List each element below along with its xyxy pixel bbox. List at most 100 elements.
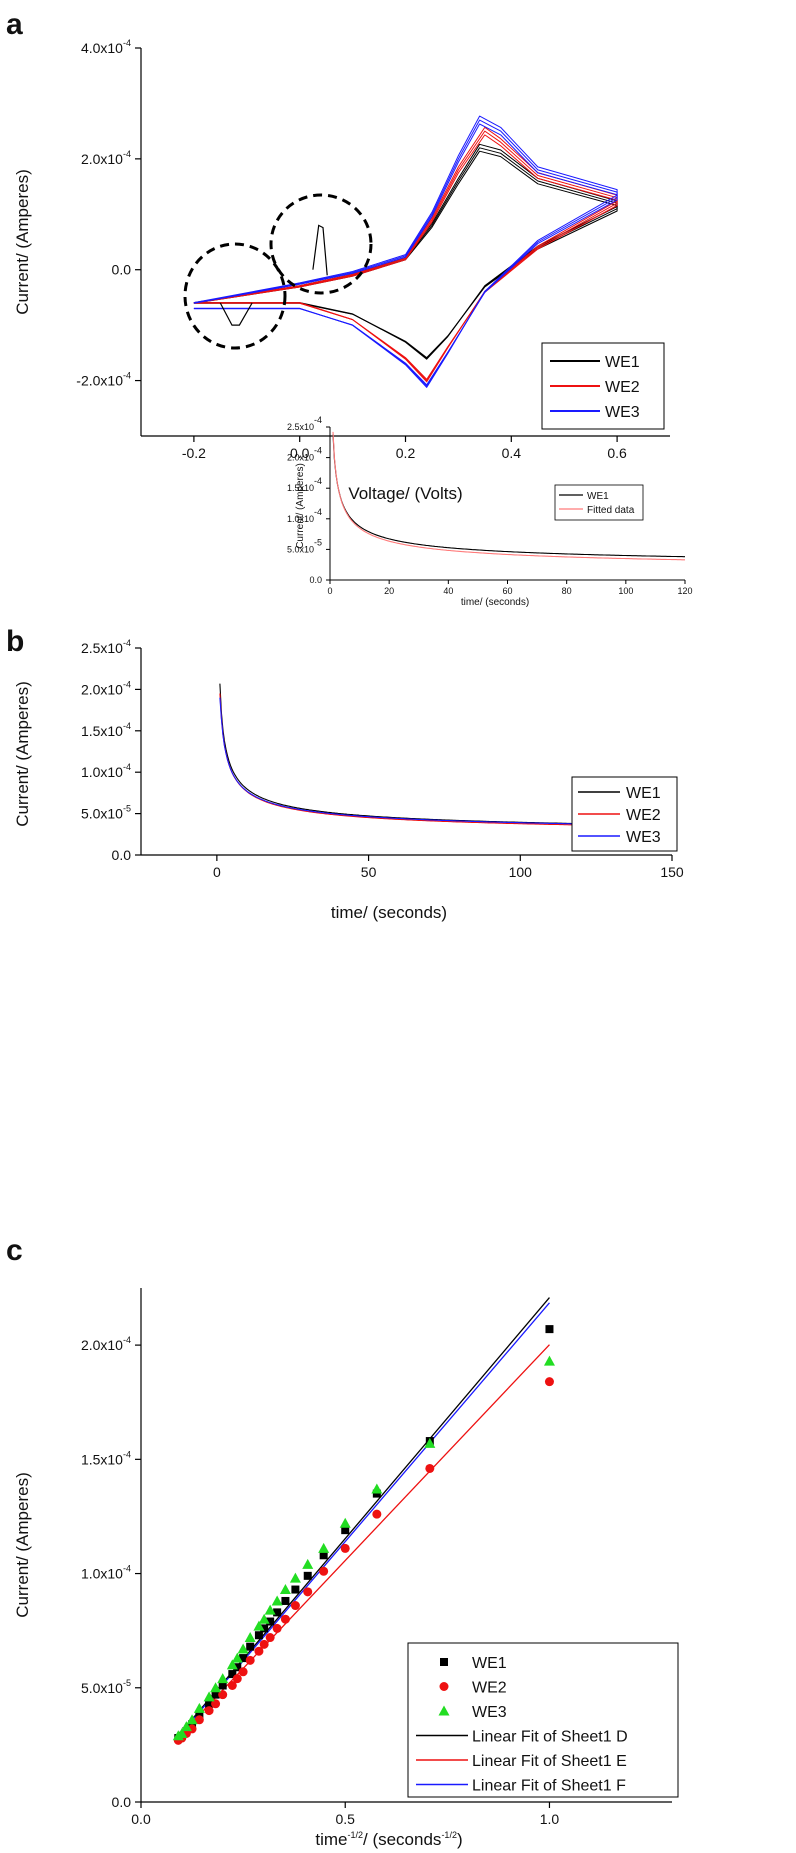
c-point-WE3: [279, 1584, 291, 1595]
c-point-WE1: [228, 1670, 237, 1679]
b-legend-label-WE2: WE2: [626, 807, 661, 824]
c-point-WE3: [258, 1613, 270, 1624]
a-annotation-circle-oxidation: [269, 193, 373, 295]
c-point-WE1: [254, 1631, 263, 1640]
c-point-WE3: [264, 1604, 276, 1615]
c-point-WE3: [226, 1659, 238, 1670]
c-point-WE1: [341, 1526, 350, 1535]
c-x-tick-label: 1.0: [540, 1811, 560, 1827]
b-inset-legend-label: Fitted data: [587, 505, 635, 516]
c-point-WE3: [543, 1355, 555, 1366]
c-y-tick-label: 1.5x10-4: [81, 1449, 131, 1467]
a-x-tick-label: -0.2: [182, 445, 206, 461]
c-point-WE3: [210, 1682, 222, 1693]
c-point-WE1: [291, 1585, 300, 1594]
c-point-WE1: [233, 1663, 242, 1672]
b-legend-box: [571, 776, 678, 852]
c-point-WE2: [280, 1614, 290, 1624]
c-point-WE3: [371, 1483, 383, 1494]
c-point-WE2: [245, 1655, 255, 1665]
b-inset-x-tick-label: 60: [502, 586, 512, 596]
b-inset-legend-label: WE1: [587, 491, 609, 502]
c-point-WE1: [266, 1617, 275, 1626]
a-y-tick-label: -2.0x10-4: [76, 371, 131, 389]
c-point-WE1: [239, 1654, 248, 1663]
c-point-WE2: [290, 1601, 300, 1611]
b-legend-label-WE3: WE3: [626, 829, 661, 846]
c-x-axis-label: time-1/2/ (seconds-1/2): [315, 1830, 462, 1849]
b-y-tick-label: 1.0x10-4: [81, 762, 131, 780]
c-legend-box: [407, 1642, 679, 1798]
c-point-WE1: [281, 1596, 290, 1605]
b-y-tick-label: 2.0x10-4: [81, 679, 131, 697]
c-point-WE2: [211, 1699, 221, 1709]
b-y-tick-label: 5.0x10-5: [81, 804, 131, 822]
a-y-axis-label: Current/ (Amperes): [13, 169, 32, 314]
c-point-WE3: [271, 1595, 283, 1606]
b-series-WE1: [219, 683, 581, 825]
c-point-WE3: [253, 1620, 265, 1631]
c-point-WE2: [238, 1667, 248, 1677]
c-point-WE3: [424, 1437, 436, 1448]
c-legend-label-WE1: WE1: [472, 1655, 507, 1672]
b-inset-series-Fitted-data: [332, 431, 685, 561]
b-legend-label-WE1: WE1: [626, 785, 661, 802]
b-series-WE3: [219, 697, 582, 825]
b-y-tick-label: 2.5x10-4: [81, 638, 131, 656]
c-point-WE2: [218, 1690, 228, 1700]
a-WE1-reduction-dip: [219, 302, 253, 326]
c-legend-label-fit: Linear Fit of Sheet1 E: [472, 1753, 627, 1770]
c-legend-marker-WE1: [440, 1658, 448, 1666]
c-point-WE3: [180, 1721, 192, 1732]
c-point-WE2: [254, 1646, 264, 1656]
c-point-WE3: [289, 1572, 301, 1583]
b-y-tick-label: 0.0: [112, 847, 132, 863]
c-y-tick-label: 5.0x10-5: [81, 1678, 131, 1696]
c-point-WE1: [303, 1571, 312, 1580]
a-y-tick-label: 4.0x10-4: [81, 38, 131, 56]
c-y-tick-label: 1.0x10-4: [81, 1564, 131, 1582]
a-legend-label-WE2: WE2: [605, 379, 640, 396]
c-point-WE2: [544, 1377, 554, 1387]
c-point-WE3: [339, 1517, 351, 1528]
panel-letter-b: b: [6, 625, 24, 658]
c-legend-label-fit: Linear Fit of Sheet1 D: [472, 1729, 628, 1746]
b-inset-x-tick-label: 0: [327, 586, 332, 596]
c-point-WE2: [204, 1706, 214, 1716]
a-x-tick-label: 0.0: [290, 445, 310, 461]
b-inset-legend-box: [554, 484, 644, 521]
b-series-WE2: [219, 693, 581, 826]
c-y-tick-label: 0.0: [112, 1794, 132, 1810]
c-point-WE3: [318, 1542, 330, 1553]
c-point-WE3: [244, 1632, 256, 1643]
c-point-WE2: [259, 1639, 269, 1649]
c-point-WE2: [303, 1587, 313, 1597]
b-inset-y-axis-label: Current/ (Amperes): [295, 463, 306, 549]
c-point-WE3: [231, 1652, 243, 1663]
c-legend-marker-WE3: [438, 1705, 450, 1716]
c-point-WE3: [237, 1643, 249, 1654]
a-y-tick-label: 2.0x10-4: [81, 149, 131, 167]
c-point-WE1: [273, 1608, 282, 1617]
a-legend-label-WE1: WE1: [605, 354, 640, 371]
b-x-tick-label: 0: [213, 864, 221, 880]
c-legend-marker-WE2: [439, 1682, 449, 1691]
panel-letter-a: a: [6, 8, 23, 41]
c-point-WE1: [195, 1711, 204, 1720]
b-inset-x-tick-label: 100: [618, 586, 633, 596]
b-inset-y-tick-label: 2.0x10-4: [287, 446, 322, 463]
c-point-WE1: [545, 1325, 554, 1334]
a-series-WE1: [193, 147, 618, 359]
c-point-WE2: [187, 1724, 197, 1734]
c-point-WE2: [265, 1633, 275, 1643]
b-inset-x-tick-label: 120: [677, 586, 692, 596]
a-annotation-circle-reduction: [183, 242, 287, 350]
c-point-WE2: [425, 1463, 435, 1473]
c-x-tick-label: 0.5: [335, 1811, 355, 1827]
b-y-tick-label: 1.5x10-4: [81, 721, 131, 739]
a-WE1-oxidation-spike: [312, 224, 328, 276]
c-point-WE2: [194, 1715, 204, 1725]
c-y-axis-label: Current/ (Amperes): [13, 1472, 32, 1617]
c-legend-label-WE2: WE2: [472, 1680, 507, 1697]
b-inset-y-tick-label: 0.0: [309, 575, 322, 585]
